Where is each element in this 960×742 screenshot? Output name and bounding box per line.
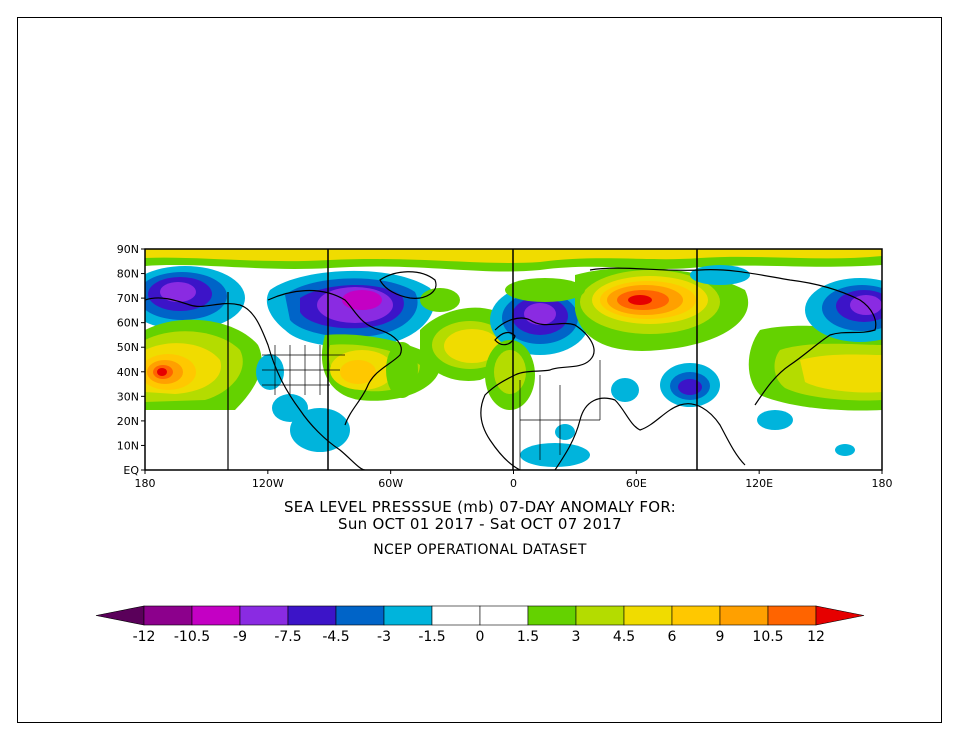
lat-label: 70N: [117, 292, 139, 305]
colorbar-label: 0: [476, 629, 485, 645]
colorbar-box: [719, 605, 769, 626]
lat-label: 60N: [117, 317, 139, 330]
lon-label: 180: [872, 477, 893, 490]
lat-label: 20N: [117, 415, 139, 428]
colorbar: -12 -10.5 -9 -7.5 -4.5 -3 -1.5 0 1.5 3 4.5 6 9 10.5 12: [95, 605, 865, 645]
colorbar-label: -1.5: [418, 629, 445, 645]
colorbar-box: [671, 605, 721, 626]
lon-label: 60W: [378, 477, 403, 490]
title-line-2: Sun OCT 01 2017 - Sat OCT 07 2017: [338, 515, 622, 533]
colorbar-label: -3: [377, 629, 391, 645]
country-borders: [262, 345, 601, 470]
colorbar-label: -10.5: [174, 629, 210, 645]
colorbar-box: [479, 605, 529, 626]
gulf-low: [290, 408, 350, 452]
colorbar-label: 6: [668, 629, 677, 645]
colorbar-label: 10.5: [752, 629, 783, 645]
colorbar-box: [287, 605, 337, 626]
colorbar-label: -9: [233, 629, 247, 645]
colorbar-box: [767, 605, 817, 626]
lat-label: EQ: [123, 464, 139, 477]
lon-label: 60E: [626, 477, 647, 490]
colorbar-right-arrow: [815, 605, 865, 626]
colorbar-label: -7.5: [274, 629, 301, 645]
colorbar-label: 12: [807, 629, 825, 645]
colorbar-box: [239, 605, 289, 626]
colorbar-label: 9: [716, 629, 725, 645]
lon-label: 180: [135, 477, 156, 490]
colorbar-label: -12: [133, 629, 156, 645]
lat-label: 80N: [117, 268, 139, 281]
colorbar-label: 3: [572, 629, 581, 645]
colorbar-left-arrow: [95, 605, 145, 626]
title-line-3: NCEP OPERATIONAL DATASET: [373, 542, 587, 558]
colorbar-box: [527, 605, 577, 626]
colorbar-label: -4.5: [322, 629, 349, 645]
colorbar-box: [623, 605, 673, 626]
colorbar-label: 4.5: [613, 629, 635, 645]
colorbar-box: [335, 605, 385, 626]
latitude-axis: 90N 80N 70N 60N 50N 40N 30N 20N 10N EQ: [117, 243, 145, 477]
colorbar-box: [431, 605, 481, 626]
colorbar-box: [143, 605, 193, 626]
lat-label: 40N: [117, 366, 139, 379]
figure-frame: [17, 17, 942, 723]
lat-label: 30N: [117, 390, 139, 403]
colorbar-box: [191, 605, 241, 626]
lon-label: 0: [510, 477, 517, 490]
colorbar-box: [575, 605, 625, 626]
lat-label: 50N: [117, 341, 139, 354]
colorbar-label: 1.5: [517, 629, 539, 645]
title-line-1: SEA LEVEL PRESSSUE (mb) 07-DAY ANOMALY F…: [283, 498, 677, 516]
lon-label: 120W: [252, 477, 284, 490]
lon-label: 120E: [745, 477, 773, 490]
longitude-axis: 180 120W 60W 0 60E 120E 180: [135, 470, 893, 490]
colorbar-box: [383, 605, 433, 626]
reference-meridians: [327, 249, 698, 470]
lat-label: 10N: [117, 439, 139, 452]
lat-label: 90N: [117, 243, 139, 256]
